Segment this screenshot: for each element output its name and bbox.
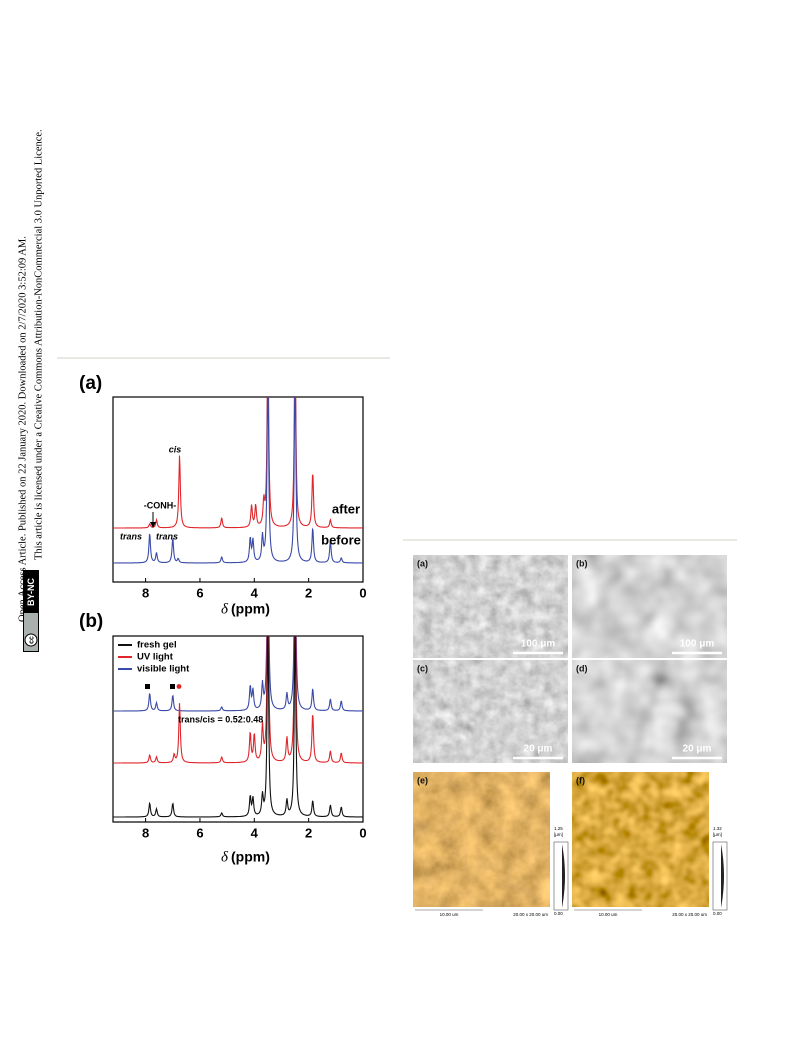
- annotation: trans/cis = 0.52:0.48: [178, 714, 263, 724]
- annotation: after: [332, 501, 360, 516]
- z-unit: [μm]: [713, 832, 722, 837]
- z-bar: [553, 841, 569, 911]
- spectrum: [113, 397, 363, 564]
- afm-size: 20.00 x 20.00 um: [672, 912, 707, 917]
- annotation: trans: [156, 531, 178, 541]
- spectrum: [113, 636, 363, 818]
- marker: [170, 684, 175, 689]
- spectrum: [113, 636, 363, 712]
- image-label: (a): [417, 558, 428, 568]
- scale-text: 100 μm: [521, 639, 556, 650]
- x-tick-label: 8: [142, 585, 149, 600]
- z-bar: [712, 841, 728, 911]
- image-label: (f): [576, 775, 585, 785]
- axis-label: (ppm): [231, 601, 270, 617]
- cc-badge: cc BY-NC: [23, 570, 39, 652]
- plot-frame: [112, 635, 364, 823]
- plot-frame: [112, 396, 364, 583]
- z-min: 0.00: [713, 911, 722, 916]
- axis-label: (ppm): [231, 849, 270, 865]
- afm-scale-text: 10.00 um: [440, 912, 459, 917]
- z-max: 1.25: [554, 826, 563, 831]
- spectrum: [113, 397, 363, 529]
- z-unit: [μm]: [554, 832, 563, 837]
- z-max: 1.32: [713, 826, 722, 831]
- legend-label: fresh gel: [137, 640, 177, 651]
- annotation: -CONH-: [144, 500, 177, 510]
- scale-text: 100 μm: [680, 639, 715, 650]
- spectrum: [113, 636, 363, 764]
- arrow-head: [150, 522, 156, 528]
- legend-label: UV light: [137, 652, 174, 663]
- badge-text: BY-NC: [26, 578, 36, 607]
- image-label: (e): [417, 775, 428, 785]
- axis-symbol: δ: [221, 849, 229, 865]
- afm-image: [413, 772, 550, 907]
- z-histogram: [721, 844, 724, 908]
- sidebar-line: This article is licensed under a Creativ…: [33, 129, 44, 560]
- annotation: trans: [120, 531, 142, 541]
- x-tick-label: 6: [196, 585, 203, 600]
- sem-image: [572, 555, 727, 658]
- x-tick-label: 0: [359, 585, 366, 600]
- afm-size: 20.00 x 20.00 um: [513, 912, 548, 917]
- scale-text: 20 μm: [683, 744, 712, 755]
- scale-text: 20 μm: [524, 744, 553, 755]
- sidebar-line: Open Access Article. Published on 22 Jan…: [17, 236, 28, 622]
- svg-text:cc: cc: [28, 636, 35, 644]
- image-label: (d): [576, 663, 588, 673]
- x-tick-label: 4: [251, 825, 259, 840]
- image-label: (c): [417, 663, 428, 673]
- z-min: 0.00: [554, 911, 563, 916]
- annotation: before: [321, 532, 361, 547]
- marker: [145, 684, 150, 689]
- image-label: (b): [576, 558, 588, 568]
- x-tick-label: 2: [305, 585, 312, 600]
- annotation: cis: [169, 444, 182, 454]
- panel-label: (b): [79, 611, 103, 632]
- x-tick-label: 8: [142, 825, 149, 840]
- axis-symbol: δ: [221, 601, 229, 617]
- x-tick-label: 0: [359, 825, 366, 840]
- legend-label: visible light: [137, 664, 190, 675]
- sem-image: [413, 660, 568, 763]
- z-histogram: [562, 844, 565, 908]
- x-tick-label: 6: [196, 825, 203, 840]
- x-tick-label: 2: [305, 825, 312, 840]
- sem-image: [572, 660, 727, 763]
- afm-scale-text: 10.00 um: [599, 912, 618, 917]
- sem-image: [413, 555, 568, 658]
- x-tick-label: 4: [251, 585, 259, 600]
- marker: [176, 684, 182, 689]
- afm-image: [572, 772, 709, 907]
- panel-label: (a): [79, 373, 102, 394]
